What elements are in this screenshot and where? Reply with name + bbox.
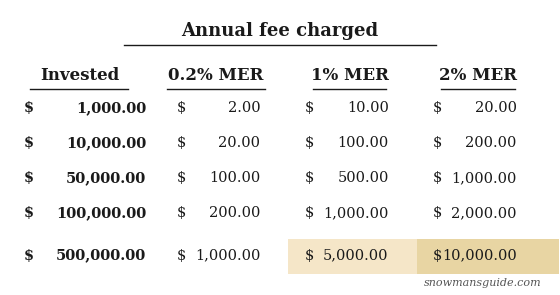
Text: $: $ (24, 206, 34, 220)
Text: 20.00: 20.00 (218, 136, 260, 150)
Text: $: $ (433, 171, 442, 185)
Text: 10,000.00: 10,000.00 (66, 136, 146, 150)
Text: $: $ (305, 171, 315, 185)
Bar (288, 239, 417, 274)
Text: 0.2% MER: 0.2% MER (168, 67, 264, 84)
Text: Invested: Invested (40, 67, 119, 84)
Text: 200.00: 200.00 (209, 206, 260, 220)
Text: $: $ (177, 171, 186, 185)
Text: $: $ (305, 249, 315, 263)
Text: 2,000.00: 2,000.00 (451, 206, 517, 220)
Text: 1,000.00: 1,000.00 (195, 249, 260, 263)
Text: 500,000.00: 500,000.00 (56, 249, 146, 263)
Text: $: $ (433, 136, 442, 150)
Text: $: $ (305, 101, 315, 115)
Text: $: $ (433, 206, 442, 220)
Text: $: $ (433, 249, 442, 263)
Text: 200.00: 200.00 (465, 136, 517, 150)
Text: $: $ (177, 249, 186, 263)
Text: 1,000.00: 1,000.00 (76, 101, 146, 115)
Text: 100.00: 100.00 (209, 171, 260, 185)
Text: 20.00: 20.00 (475, 101, 517, 115)
Text: $: $ (305, 136, 315, 150)
Text: $: $ (177, 101, 186, 115)
Text: 1,000.00: 1,000.00 (451, 171, 517, 185)
Text: $: $ (177, 206, 186, 220)
Text: 1% MER: 1% MER (311, 67, 389, 84)
Text: $: $ (24, 249, 34, 263)
Text: 10,000.00: 10,000.00 (442, 249, 517, 263)
Bar (417, 239, 559, 274)
Text: 2.00: 2.00 (228, 101, 260, 115)
Text: $: $ (433, 101, 442, 115)
Text: 2% MER: 2% MER (439, 67, 517, 84)
Text: 5,000.00: 5,000.00 (323, 249, 389, 263)
Text: $: $ (177, 136, 186, 150)
Text: 100,000.00: 100,000.00 (56, 206, 146, 220)
Text: $: $ (24, 101, 34, 115)
Text: 500.00: 500.00 (337, 171, 389, 185)
Text: Annual fee charged: Annual fee charged (181, 22, 379, 40)
Text: 50,000.00: 50,000.00 (66, 171, 146, 185)
Text: 100.00: 100.00 (338, 136, 389, 150)
Text: 10.00: 10.00 (347, 101, 389, 115)
Text: 1,000.00: 1,000.00 (323, 206, 389, 220)
Text: snowmansguide.com: snowmansguide.com (424, 278, 542, 288)
Text: $: $ (24, 136, 34, 150)
Text: $: $ (24, 171, 34, 185)
Text: $: $ (305, 206, 315, 220)
